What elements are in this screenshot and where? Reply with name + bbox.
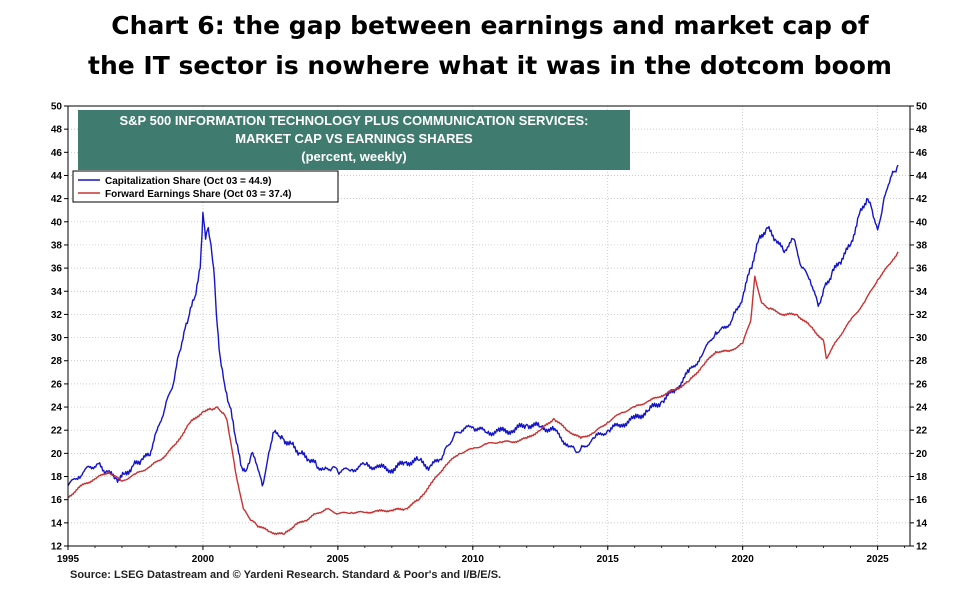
x-tick-label: 1995 bbox=[57, 554, 80, 565]
y-tick-label-left: 20 bbox=[51, 449, 63, 460]
chart-headline: Chart 6: the gap between earnings and ma… bbox=[0, 6, 980, 86]
x-tick-label: 2025 bbox=[866, 554, 889, 565]
y-tick-label-right: 28 bbox=[916, 356, 928, 367]
y-tick-label-right: 36 bbox=[916, 264, 928, 275]
y-tick-label-right: 26 bbox=[916, 379, 928, 390]
y-tick-label-left: 50 bbox=[51, 102, 63, 113]
y-tick-label-right: 42 bbox=[916, 194, 928, 205]
y-tick-label-right: 18 bbox=[916, 472, 928, 483]
y-tick-label-left: 42 bbox=[51, 194, 63, 205]
legend-label-capitalization: Capitalization Share (Oct 03 = 44.9) bbox=[105, 176, 271, 187]
headline-line-2: the IT sector is nowhere what it was in … bbox=[88, 51, 892, 80]
legend-box bbox=[72, 170, 339, 203]
x-tick-label: 2005 bbox=[327, 554, 350, 565]
y-tick-label-right: 34 bbox=[916, 287, 928, 298]
series-line-capitalization-share bbox=[67, 164, 899, 487]
y-tick-label-left: 36 bbox=[51, 264, 63, 275]
y-tick-label-right: 14 bbox=[916, 518, 928, 529]
y-tick-label-left: 40 bbox=[51, 217, 63, 228]
y-tick-label-left: 32 bbox=[51, 310, 63, 321]
y-tick-label-right: 50 bbox=[916, 102, 928, 113]
y-tick-label-right: 12 bbox=[916, 542, 928, 553]
y-tick-label-left: 16 bbox=[51, 495, 63, 506]
y-tick-label-left: 22 bbox=[51, 426, 63, 437]
headline-line-1: Chart 6: the gap between earnings and ma… bbox=[111, 11, 869, 40]
x-tick-label: 2015 bbox=[597, 554, 620, 565]
y-tick-label-left: 30 bbox=[51, 333, 63, 344]
chart-title-background bbox=[78, 110, 630, 170]
x-tick-label: 2000 bbox=[192, 554, 215, 565]
legend: Capitalization Share (Oct 03 = 44.9) For… bbox=[72, 170, 339, 203]
y-tick-label-right: 30 bbox=[916, 333, 928, 344]
y-tick-label-right: 46 bbox=[916, 148, 928, 159]
plot-frame bbox=[67, 105, 911, 547]
y-tick-label-left: 14 bbox=[51, 518, 63, 529]
y-tick-label-left: 28 bbox=[51, 356, 63, 367]
y-tick-label-right: 24 bbox=[916, 403, 928, 414]
y-tick-label-right: 40 bbox=[916, 217, 928, 228]
y-tick-label-right: 22 bbox=[916, 426, 928, 437]
y-tick-label-left: 38 bbox=[51, 240, 63, 251]
y-tick-label-left: 24 bbox=[51, 403, 63, 414]
legend-label-earnings: Forward Earnings Share (Oct 03 = 37.4) bbox=[105, 189, 291, 200]
x-tick-label: 2020 bbox=[732, 554, 755, 565]
series-line-forward-earnings-share bbox=[67, 251, 899, 536]
y-tick-label-left: 18 bbox=[51, 472, 63, 483]
y-tick-label-right: 48 bbox=[916, 125, 928, 136]
y-tick-label-right: 38 bbox=[916, 240, 928, 251]
y-tick-label-left: 34 bbox=[51, 287, 63, 298]
chart-title-line-2: MARKET CAP VS EARNINGS SHARES bbox=[235, 131, 473, 146]
y-tick-label-left: 44 bbox=[51, 171, 63, 182]
source-note: Source: LSEG Datastream and © Yardeni Re… bbox=[70, 569, 502, 581]
y-tick-label-right: 20 bbox=[916, 449, 928, 460]
chart-title-line-3: (percent, weekly) bbox=[301, 149, 407, 164]
y-tick-label-right: 16 bbox=[916, 495, 928, 506]
x-tick-label: 2010 bbox=[462, 554, 485, 565]
y-tick-label-left: 48 bbox=[51, 125, 63, 136]
y-tick-label-right: 32 bbox=[916, 310, 928, 321]
y-tick-label-left: 26 bbox=[51, 379, 63, 390]
grid-lines bbox=[68, 106, 910, 546]
series-lines bbox=[67, 164, 899, 536]
chart-title-line-1: S&P 500 INFORMATION TECHNOLOGY PLUS COMM… bbox=[119, 113, 588, 128]
y-tick-label-left: 46 bbox=[51, 148, 63, 159]
chart-title-box: S&P 500 INFORMATION TECHNOLOGY PLUS COMM… bbox=[78, 110, 630, 170]
y-tick-label-right: 44 bbox=[916, 171, 928, 182]
y-tick-label-left: 12 bbox=[51, 542, 63, 553]
